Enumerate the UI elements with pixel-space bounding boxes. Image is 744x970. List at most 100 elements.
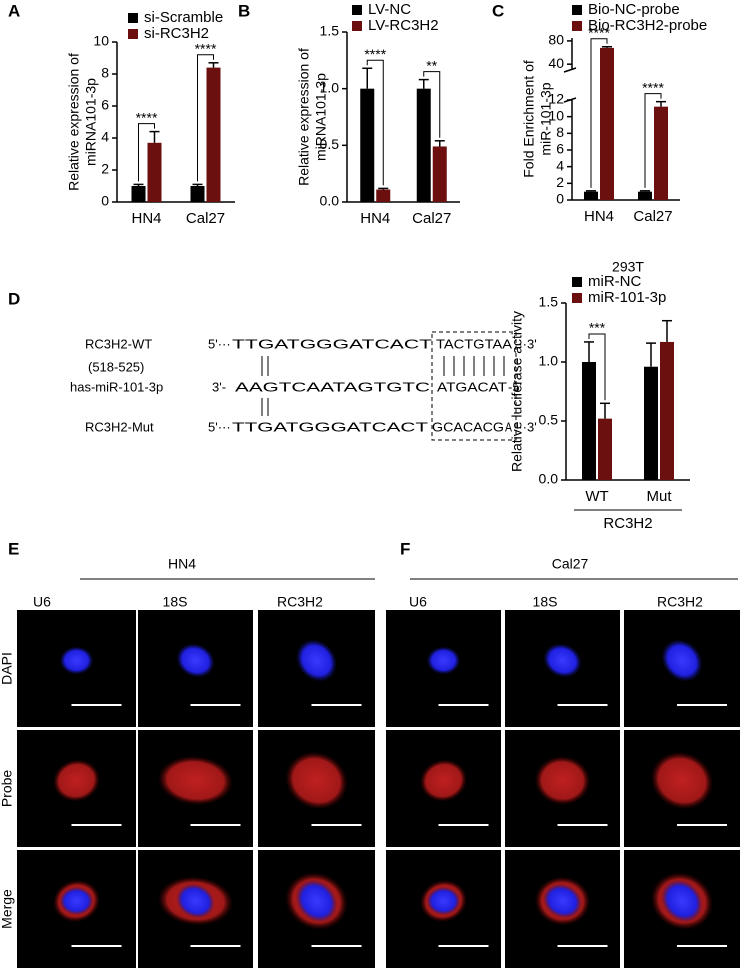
sig-stars: ****: [364, 46, 386, 62]
bar: [190, 186, 205, 202]
bar: [131, 186, 146, 202]
legend-swatch: [352, 5, 362, 15]
legend-label: si-RC3H2: [144, 25, 209, 42]
sig-bracket: [588, 333, 606, 401]
legend-swatch: [572, 21, 582, 31]
seq-label: has-miR-101-3p: [70, 379, 163, 394]
scale-bar-label: 10 μm: [318, 708, 354, 723]
bar: [600, 47, 614, 201]
y-tick-label: 1.5: [320, 23, 340, 39]
legend-swatch: [572, 277, 582, 287]
x-tick-label: HN4: [360, 210, 390, 227]
probe-signal: [285, 751, 348, 810]
seq-label: RC3H2-Mut: [85, 419, 154, 434]
y-tick-label: 0.0: [539, 471, 559, 487]
y-tick-label: 0: [101, 193, 109, 209]
scale-bar-label: 10 μm: [564, 708, 600, 723]
scale-bar-label: 10 μm: [78, 828, 114, 843]
panel-label: D: [8, 289, 20, 308]
legend-swatch: [352, 21, 362, 31]
scale-bar-label: 10 μm: [197, 708, 233, 723]
y-tick-label: 1.0: [539, 353, 559, 369]
seq-label: RC3H2-WT: [85, 336, 152, 351]
seq-segment: 5'···: [208, 336, 231, 351]
y-axis-label: miR-101-3p: [538, 82, 554, 155]
cell-line-label: Cal27: [552, 556, 589, 572]
dapi-nucleus: [176, 883, 215, 919]
probe-signal: [650, 751, 714, 810]
dapi-nucleus: [426, 646, 461, 675]
sig-stars: **: [426, 57, 437, 73]
panel-label: F: [400, 539, 410, 558]
legend-label: si-Scramble: [144, 9, 223, 26]
seq-segment: ATGACAT: [437, 379, 507, 394]
scale-bar-label: 10 μm: [564, 949, 600, 964]
bar: [582, 362, 596, 480]
sig-stars: ****: [588, 24, 610, 40]
scale-bar-label: 10 μm: [684, 708, 720, 723]
bar: [147, 142, 162, 202]
bar: [654, 106, 668, 200]
x-tick-label: Cal27: [633, 208, 672, 225]
seq-segment: TTGATGGGATCACT: [232, 336, 432, 351]
y-tick-label: 10: [548, 107, 564, 123]
y-tick-label: 40: [548, 55, 564, 71]
x-tick-label: Cal27: [412, 210, 451, 227]
x-group-label: RC3H2: [603, 515, 652, 532]
sig-stars: ****: [136, 109, 158, 125]
row-label: Probe: [0, 770, 15, 808]
scale-bar-label: 10 μm: [445, 708, 481, 723]
y-tick-label: 12: [548, 91, 564, 107]
chart-title: 293T: [612, 259, 644, 275]
bar: [206, 67, 221, 202]
y-tick-label: 6: [101, 97, 109, 113]
x-tick-label: Mut: [646, 488, 672, 505]
column-label: U6: [409, 594, 427, 610]
column-label: RC3H2: [277, 594, 323, 610]
x-tick-label: HN4: [131, 210, 161, 227]
y-tick-label: 8: [556, 124, 564, 140]
bar: [360, 88, 375, 202]
seq-segment: AAGTCAATAGTGTC: [235, 379, 430, 394]
dapi-nucleus: [59, 887, 94, 915]
scale-bar-label: 10 μm: [445, 828, 481, 843]
legend-label: LV-NC: [368, 1, 411, 18]
seq-segment: ···3': [514, 419, 537, 434]
bar: [416, 88, 431, 202]
x-tick-label: Cal27: [186, 210, 225, 227]
scale-bar-label: 10 μm: [684, 949, 720, 964]
sig-stars: ***: [589, 320, 606, 336]
legend-label: Bio-NC-probe: [588, 1, 680, 18]
y-tick-label: 0: [556, 191, 564, 207]
y-tick-label: 8: [101, 65, 109, 81]
y-tick-label: 10: [93, 33, 109, 49]
sig-bracket: [590, 38, 608, 188]
y-tick-label: 0.0: [320, 193, 340, 209]
sig-stars: ****: [642, 79, 664, 95]
legend-label: miR-NC: [588, 273, 641, 290]
x-tick-label: HN4: [584, 208, 614, 225]
probe-signal: [52, 759, 101, 802]
seq-segment: -5': [508, 379, 522, 394]
y-tick-label: 80: [548, 32, 564, 48]
y-tick-label: 0.5: [539, 412, 559, 428]
legend-swatch: [572, 293, 582, 303]
dapi-nucleus: [543, 883, 582, 919]
legend-swatch: [572, 5, 582, 15]
y-tick-label: 1.0: [320, 79, 340, 95]
panel-label: E: [8, 539, 19, 558]
seq-segment: A: [505, 419, 512, 434]
x-tick-label: WT: [585, 488, 608, 505]
bar: [432, 146, 447, 202]
y-tick-label: 0.5: [320, 136, 340, 152]
row-label: Merge: [0, 889, 15, 929]
dapi-nucleus: [661, 879, 703, 923]
y-axis-label: Relative expression of: [296, 48, 312, 186]
sig-bracket: [423, 71, 441, 138]
bar: [660, 341, 674, 480]
scale-bar-label: 10 μm: [197, 828, 233, 843]
probe-signal: [534, 755, 591, 806]
y-axis-label: miRNA101-3p: [313, 73, 329, 161]
column-label: RC3H2: [657, 594, 703, 610]
